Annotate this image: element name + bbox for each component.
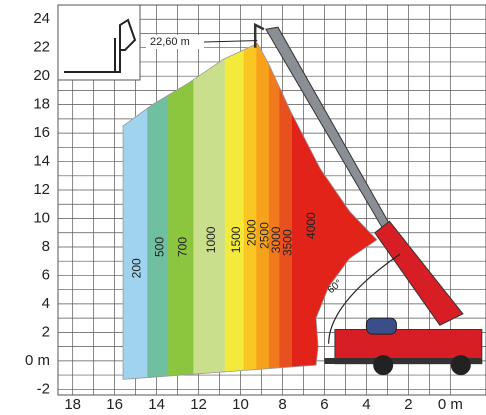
height-label: 22,60 m <box>150 36 190 48</box>
x-tick-label: 6 <box>320 396 328 413</box>
y-tick-label: 12 <box>33 181 50 198</box>
x-tick-label: 12 <box>190 396 207 413</box>
chart: 181614121086420 m-20 m246810121416182022… <box>0 0 486 415</box>
x-tick-label: 2 <box>404 396 412 413</box>
y-tick-label: 6 <box>42 266 50 283</box>
zone-label: 4000 <box>304 212 318 239</box>
x-tick-label: 10 <box>232 396 249 413</box>
load-zone <box>147 5 170 395</box>
y-tick-label: 20 <box>33 67 50 84</box>
height-leader <box>204 41 257 42</box>
x-tick-label: 0 m <box>438 396 463 413</box>
load-zone <box>225 5 246 395</box>
load-zone <box>168 5 195 395</box>
x-tick-label: 14 <box>148 396 165 413</box>
zone-label: 500 <box>152 237 166 257</box>
boom-red <box>375 221 463 325</box>
zone-label: 700 <box>175 237 189 257</box>
y-tick-label: 0 m <box>25 352 50 369</box>
x-tick-label: 18 <box>64 396 81 413</box>
wheel <box>373 355 393 375</box>
y-tick-label: 16 <box>33 124 50 141</box>
load-zone <box>244 5 259 395</box>
x-tick-label: 16 <box>106 396 123 413</box>
y-tick-label: -2 <box>37 380 50 397</box>
truck-cab <box>366 318 396 334</box>
zone-label: 200 <box>129 258 143 278</box>
x-tick-label: 8 <box>278 396 286 413</box>
x-tick-label: 4 <box>362 396 370 413</box>
y-tick-label: 18 <box>33 96 50 113</box>
y-tick-label: 10 <box>33 209 50 226</box>
zone-label: 1500 <box>229 226 243 253</box>
y-tick-label: 2 <box>42 323 50 340</box>
zone-label: 1000 <box>204 226 218 253</box>
y-tick-label: 4 <box>42 295 50 312</box>
y-tick-label: 8 <box>42 238 50 255</box>
y-tick-label: 14 <box>33 153 50 170</box>
zone-label: 3500 <box>280 229 294 256</box>
y-tick-label: 24 <box>33 10 50 27</box>
y-tick-label: 22 <box>33 39 50 56</box>
inset-box <box>58 5 140 80</box>
wheel <box>451 355 471 375</box>
